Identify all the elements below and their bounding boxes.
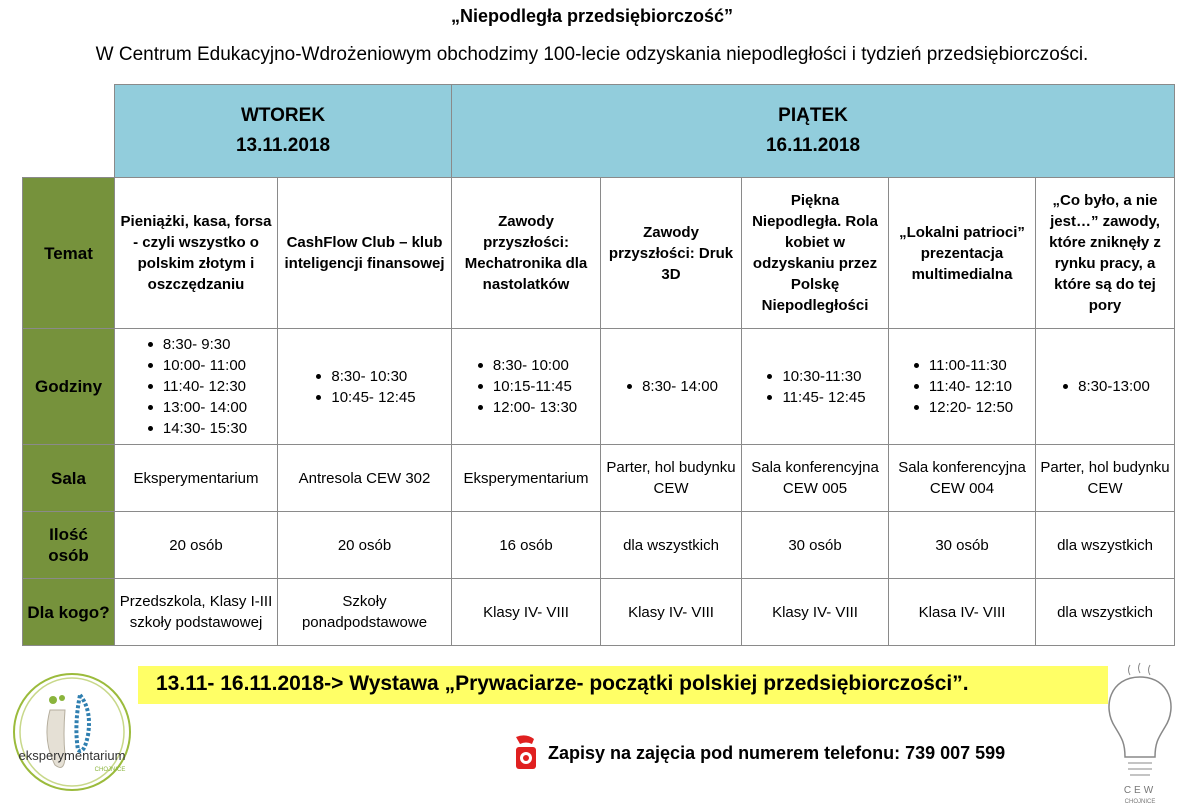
row-label-topic: Temat [22, 177, 115, 329]
event-room-cell: Sala konferencyjna CEW 005 [741, 444, 890, 512]
event-topic-cell: „Lokalni patrioci” prezentacja multimedi… [888, 177, 1037, 329]
hours-list: 10:30-11:30 11:45- 12:45 [764, 366, 866, 408]
event-count-cell: dla wszystkich [1035, 511, 1176, 579]
hours-item: 8:30-13:00 [1060, 376, 1150, 397]
svg-text:CHOJNICE: CHOJNICE [95, 767, 126, 773]
svg-text:eksperymentarium: eksperymentarium [19, 748, 126, 763]
event-room-cell: Eksperymentarium [114, 444, 278, 512]
room-row: Sala Eksperymentarium Antresola CEW 302 Ek… [22, 444, 1176, 512]
hours-list: 8:30- 9:30 10:00- 11:00 11:40- 12:30 13:00-… [145, 334, 247, 439]
page-title: „Niepodległa przedsiębiorczość” [450, 6, 734, 26]
event-hours-cell: 8:30-13:00 [1035, 328, 1176, 445]
hours-list: 8:30- 10:00 10:15-11:45 12:00- 13:30 [475, 355, 577, 418]
hours-item: 11:45- 12:45 [764, 387, 866, 408]
schedule-table: WTOREK 13.11.2018 PIĄTEK 16.11.2018 Temat … [22, 84, 1176, 646]
day-header-friday: PIĄTEK 16.11.2018 [451, 84, 1176, 178]
event-audience-cell: Klasy IV- VIII [600, 578, 743, 646]
hours-item: 11:40- 12:10 [911, 376, 1013, 397]
event-topic-cell: Piękna Niepodległa. Rola kobiet w odzysk… [741, 177, 890, 329]
event-room-cell: Sala konferencyjna CEW 004 [888, 444, 1037, 512]
day-name: PIĄTEK [778, 105, 848, 126]
eksperymentarium-logo: eksperymentarium CHOJNICE [10, 670, 140, 800]
event-audience-cell: dla wszystkich [1035, 578, 1176, 646]
cew-logo: CEW CHOJNICE [1100, 655, 1180, 805]
event-audience-cell: Szkoły ponadpodstawowe [276, 578, 453, 646]
hours-item: 14:30- 15:30 [145, 418, 247, 439]
telephone-icon [510, 733, 544, 778]
signup-phone-text: Zapisy na zajęcia pod numerem telefonu: … [548, 743, 1006, 763]
hours-item: 8:30- 9:30 [145, 334, 247, 355]
hours-item: 10:45- 12:45 [313, 387, 416, 408]
event-audience-cell: Klasy IV- VIII [741, 578, 890, 646]
day-header-tuesday: WTOREK 13.11.2018 [113, 84, 453, 178]
event-hours-cell: 8:30- 10:30 10:45- 12:45 [276, 328, 453, 445]
exhibition-banner: 13.11- 16.11.2018-> Wystawa „Prywaciarze… [138, 666, 1108, 704]
hours-item: 13:00- 14:00 [145, 397, 247, 418]
hours-item: 11:40- 12:30 [145, 376, 247, 397]
event-topic-cell: CashFlow Club – klub inteligencji finans… [276, 177, 453, 329]
event-audience-cell: Przedszkola, Klasy I-III szkoły podstawo… [114, 578, 278, 646]
event-hours-cell: 8:30- 10:00 10:15-11:45 12:00- 13:30 [451, 328, 602, 445]
hours-item: 11:00-11:30 [911, 355, 1013, 376]
hours-list: 8:30- 14:00 [624, 376, 718, 397]
audience-row: Dla kogo? Przedszkola, Klasy I-III szkoł… [22, 578, 1176, 646]
event-audience-cell: Klasy IV- VIII [451, 578, 602, 646]
day-date: 13.11.2018 [235, 135, 331, 156]
event-hours-cell: 8:30- 14:00 [600, 328, 743, 445]
event-topic-cell: Pieniążki, kasa, forsa - czyli wszystko … [114, 177, 278, 329]
event-count-cell: 30 osób [741, 511, 890, 579]
event-hours-cell: 10:30-11:30 11:45- 12:45 [741, 328, 890, 445]
svg-text:CEW: CEW [1124, 785, 1156, 796]
event-room-cell: Parter, hol budynku CEW [600, 444, 743, 512]
row-label-room: Sala [22, 444, 115, 512]
hours-item: 10:30-11:30 [764, 366, 865, 387]
event-topic-cell: Zawody przyszłości: Mechatronika dla nas… [451, 177, 602, 329]
day-date: 16.11.2018 [765, 135, 861, 156]
row-label-audience: Dla kogo? [22, 578, 115, 646]
hours-item: 10:00- 11:00 [145, 355, 247, 376]
event-room-cell: Antresola CEW 302 [276, 444, 453, 512]
topic-row: Temat Pieniążki, kasa, forsa - czyli wsz… [22, 177, 1176, 329]
event-room-cell: Eksperymentarium [451, 444, 602, 512]
day-header-row: WTOREK 13.11.2018 PIĄTEK 16.11.2018 [22, 84, 1176, 178]
count-row: Ilość osób 20 osób 20 osób 16 osób dla wszy… [22, 511, 1176, 579]
event-hours-cell: 8:30- 9:30 10:00- 11:00 11:40- 12:30 13:00-… [114, 328, 278, 445]
blank-cell [22, 84, 115, 178]
hours-item: 12:20- 12:50 [911, 397, 1013, 418]
event-topic-cell: Zawody przyszłości: Druk 3D [600, 177, 743, 329]
event-count-cell: 30 osób [888, 511, 1037, 579]
page-subtitle: W Centrum Edukacyjno-Wdrożeniowym obchod… [95, 44, 1089, 65]
hours-item: 12:00- 13:30 [475, 397, 577, 418]
hours-item: 8:30- 10:00 [475, 355, 577, 376]
event-room-cell: Parter, hol budynku CEW [1035, 444, 1176, 512]
hours-item: 8:30- 10:30 [313, 366, 415, 387]
row-label-hours: Godziny [22, 328, 115, 445]
event-count-cell: dla wszystkich [600, 511, 743, 579]
event-count-cell: 20 osób [114, 511, 278, 579]
hours-item: 8:30- 14:00 [624, 376, 718, 397]
row-label-count: Ilość osób [22, 511, 115, 579]
hours-list: 8:30- 10:30 10:45- 12:45 [313, 366, 416, 408]
svg-text:CHOJNICE: CHOJNICE [1125, 799, 1156, 805]
event-topic-cell: „Co było, a nie jest…” zawody, które zni… [1035, 177, 1176, 329]
event-count-cell: 16 osób [451, 511, 602, 579]
event-audience-cell: Klasa IV- VIII [888, 578, 1037, 646]
hours-row: Godziny 8:30- 9:30 10:00- 11:00 11:40- 12:… [22, 328, 1176, 445]
hours-list: 8:30-13:00 [1060, 376, 1150, 397]
day-name: WTOREK [240, 105, 326, 126]
hours-list: 11:00-11:30 11:40- 12:10 12:20- 12:50 [911, 355, 1013, 418]
hours-item: 10:15-11:45 [475, 376, 577, 397]
banner-text: 13.11- 16.11.2018-> Wystawa „Prywaciarze… [156, 672, 969, 695]
event-hours-cell: 11:00-11:30 11:40- 12:10 12:20- 12:50 [888, 328, 1037, 445]
event-count-cell: 20 osób [276, 511, 453, 579]
